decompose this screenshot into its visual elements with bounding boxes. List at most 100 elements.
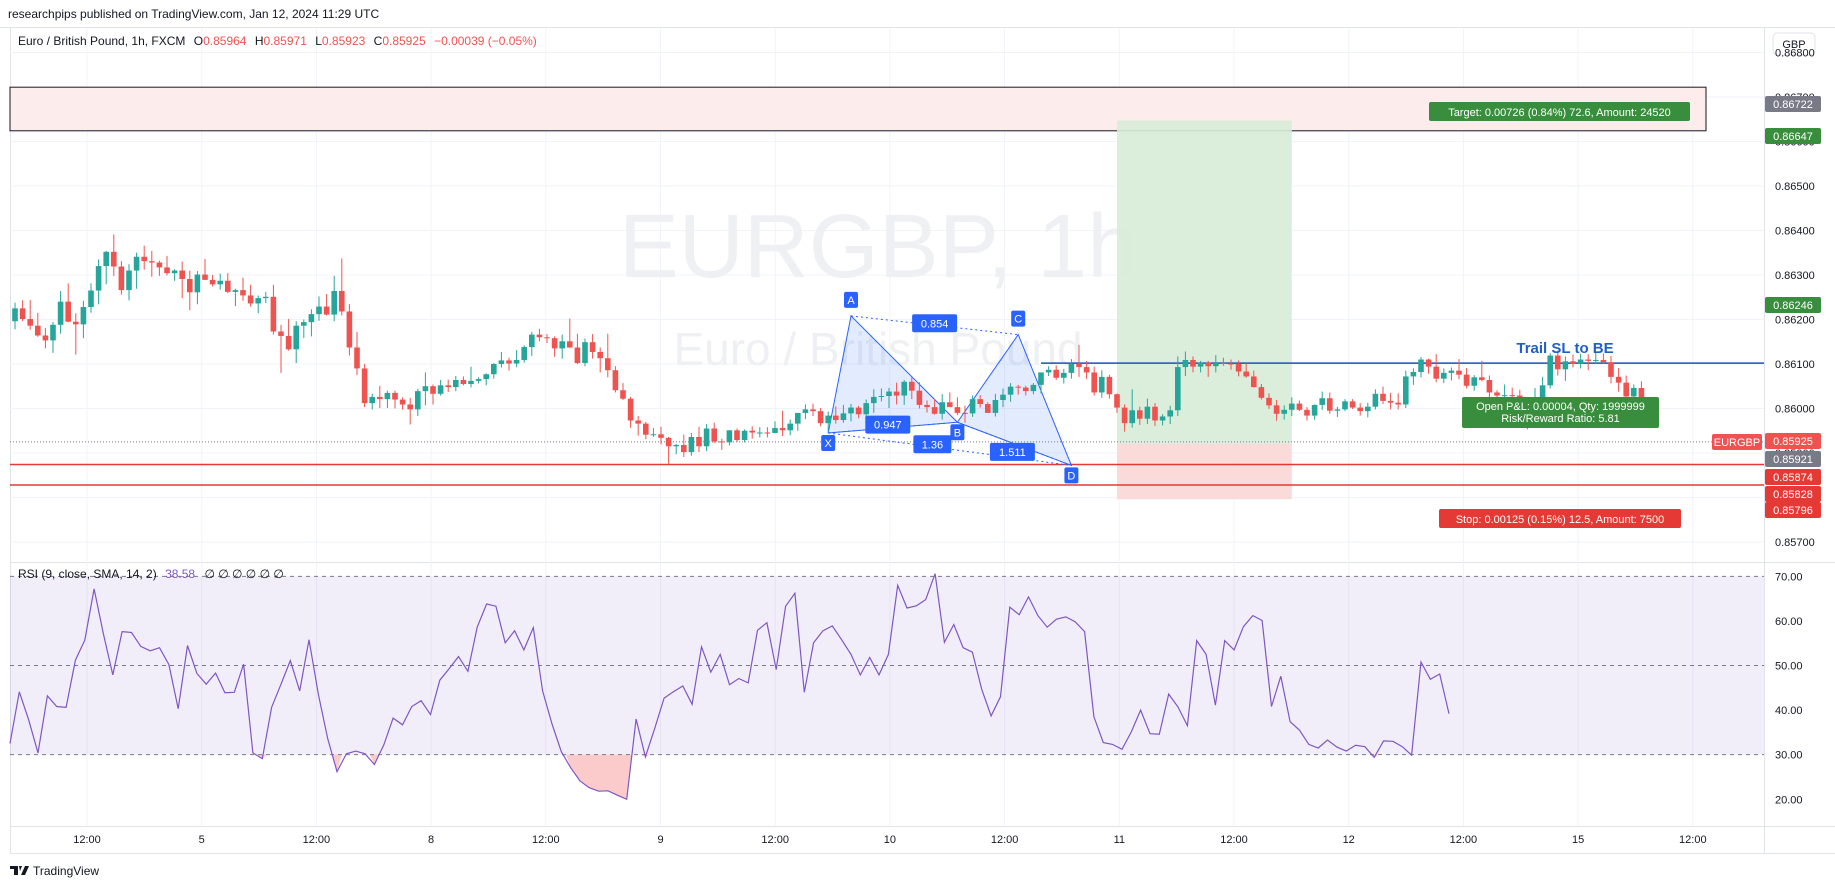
candle-body: [802, 409, 809, 413]
candle-body: [80, 307, 87, 325]
candle-body: [57, 301, 64, 325]
watermark-description: Euro / British Pound: [673, 323, 1082, 375]
candle-body: [506, 360, 512, 364]
price-tag-label: 0.85921: [1773, 454, 1813, 466]
candle-body: [1106, 376, 1113, 395]
legend-high-label: H: [255, 34, 264, 48]
candle-body: [1365, 406, 1371, 412]
candle-body: [293, 325, 299, 350]
stop-label[interactable]: Stop: 0.00125 (0.15%) 12.5, Amount: 7500: [1439, 509, 1681, 528]
candle-body: [1615, 376, 1622, 383]
currency-button-bg[interactable]: [1772, 32, 1816, 56]
time-tick-label: 12:00: [532, 834, 560, 846]
drawings-back: [9, 86, 1764, 500]
candle-body: [50, 324, 56, 341]
rsi-axis[interactable]: 70.00 60.00 50.00 40.00 30.00 20.00: [1775, 571, 1803, 806]
candle-body: [111, 251, 117, 267]
candle-body: [1372, 393, 1379, 407]
candle-body: [726, 430, 733, 443]
tradingview-brand: TradingView: [33, 864, 99, 878]
candle-body: [1433, 366, 1439, 379]
candle-body: [384, 392, 391, 400]
candle-body: [12, 308, 18, 322]
candle-body: [1121, 407, 1128, 424]
candle-body: [445, 385, 451, 388]
watermark-symbol: EURGBP, 1h: [619, 197, 1138, 297]
stop-label-text: Stop: 0.00125 (0.15%) 12.5, Amount: 7500: [1456, 514, 1665, 526]
legend-open-label: O: [194, 34, 203, 48]
price-tag-bg: [1765, 486, 1821, 502]
time-axis[interactable]: 12:00 5 12:00 8 12:00 9 12:00 10 12:00 11 12:00 12 1…: [73, 834, 1706, 846]
candle-body: [1114, 394, 1120, 408]
candle-body: [156, 262, 163, 268]
candle-body: [855, 407, 862, 415]
candle-body: [1258, 387, 1265, 398]
price-tick-label: 0.86500: [1775, 181, 1815, 193]
candle-body: [1342, 401, 1348, 410]
time-tick-label: 12:00: [1450, 834, 1478, 846]
target-label[interactable]: Target: 0.00726 (0.84%) 72.6, Amount: 24…: [1429, 102, 1690, 121]
trail-sl-text[interactable]: Trail SL to BE: [1516, 340, 1613, 357]
candle-body: [992, 400, 999, 413]
candle-body: [665, 437, 672, 447]
currency-button[interactable]: GBP: [1772, 32, 1816, 56]
candle-body: [285, 335, 292, 350]
rsi-legend-label: RSI (9, close, SMA, 14, 2): [18, 567, 157, 581]
candle-body: [673, 444, 679, 447]
candle-body: [871, 396, 877, 404]
candle-body: [225, 280, 231, 292]
candle-body: [240, 290, 246, 296]
price-tick-label: 0.86200: [1775, 314, 1815, 326]
candle-body: [1289, 403, 1295, 410]
pattern-point-label: A: [847, 295, 855, 307]
candle-body: [1038, 372, 1044, 385]
candle-body: [772, 428, 778, 433]
candle-body: [1593, 359, 1599, 361]
candle-body: [323, 306, 330, 315]
drawings-front: X A B C D 0.854 0.947 1.36 1.511: [821, 291, 1079, 484]
candle-body: [468, 380, 474, 384]
candle-body: [909, 381, 915, 391]
tradingview-logo[interactable]: TradingView: [10, 864, 99, 878]
price-tick-label: 0.86400: [1775, 225, 1815, 237]
candle-body: [559, 341, 565, 349]
rsi-tick-label: 20.00: [1775, 794, 1803, 806]
legend-open: 0.85964: [203, 34, 247, 48]
candle-body: [1144, 406, 1151, 419]
candle-body: [209, 279, 216, 285]
candle-body: [741, 430, 748, 441]
time-tick-label: 10: [884, 834, 896, 846]
candle-body: [354, 347, 360, 369]
candle-body: [1555, 355, 1561, 370]
candle-body: [361, 368, 368, 404]
candle-body: [1137, 410, 1143, 419]
candle-body: [453, 379, 459, 388]
open-pl-label[interactable]: Open P&L: 0.00004, Qty: 1999999 Risk/Rew…: [1462, 397, 1659, 428]
candle-body: [1281, 409, 1287, 414]
candle-body: [1509, 395, 1515, 397]
candle-body: [551, 338, 558, 349]
risk-reward-text: Risk/Reward Ratio: 5.81: [1501, 413, 1620, 425]
pattern-ratio-label: 0.854: [921, 318, 949, 330]
candle-body: [217, 280, 223, 285]
legend-low: 0.85923: [322, 34, 366, 48]
candle-body: [1228, 363, 1234, 365]
candle-body: [582, 342, 588, 364]
open-pl-label-bg: [1462, 397, 1659, 428]
candle-body: [1083, 367, 1090, 373]
candle-body: [1357, 407, 1363, 412]
candles: [12, 234, 1645, 464]
rsi-tick-label: 50.00: [1775, 661, 1803, 673]
candle-body: [810, 409, 816, 412]
price-tag-bg: [1765, 128, 1821, 144]
candle-body: [1061, 372, 1067, 378]
price-tag-label: 0.86647: [1773, 131, 1813, 143]
symbol-legend[interactable]: Euro / British Pound, 1h, FXCM O0.85964 …: [18, 34, 537, 48]
candle-body: [1600, 359, 1607, 363]
rsi-legend[interactable]: RSI (9, close, SMA, 14, 2) 38.58 ∅ ∅ ∅ ∅…: [18, 567, 284, 581]
candle-body: [141, 256, 147, 262]
target-label-text: Target: 0.00726 (0.84%) 72.6, Amount: 24…: [1448, 107, 1671, 119]
time-tick-label: 12: [1343, 834, 1355, 846]
price-axis[interactable]: 0.868000.867000.866000.865000.864000.863…: [1775, 47, 1815, 548]
candle-body: [916, 390, 923, 405]
